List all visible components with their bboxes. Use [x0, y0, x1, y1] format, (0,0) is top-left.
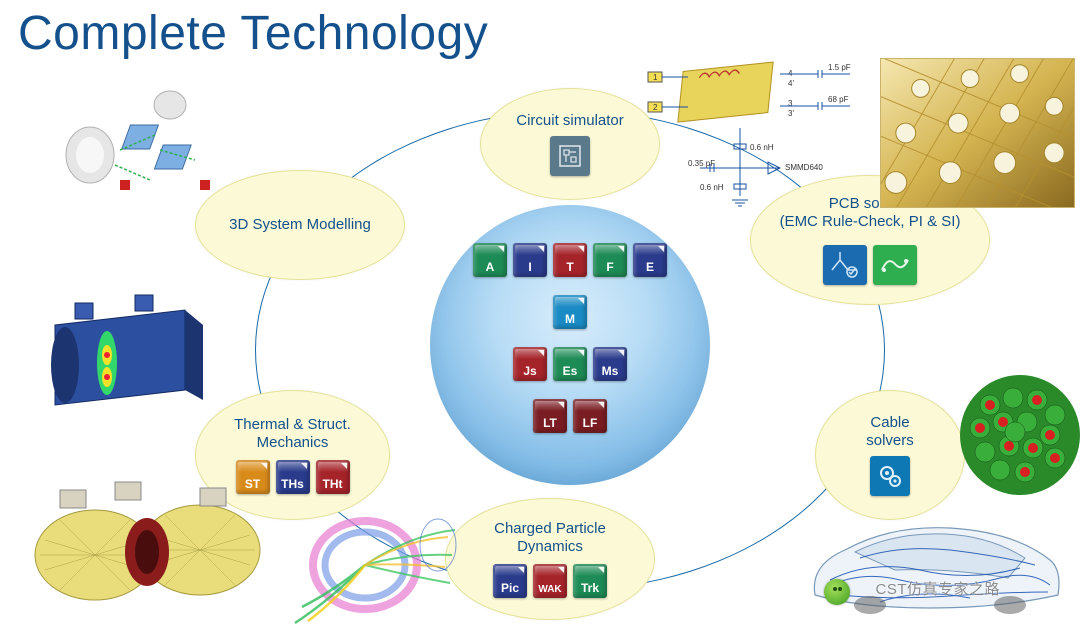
svg-text:SMMD640: SMMD640 [785, 163, 823, 172]
node-cable-title: Cable solvers [854, 414, 926, 450]
solver-icon-M: M [553, 295, 587, 329]
solver-icon-THs: THs [276, 460, 310, 494]
illus-cablesec [955, 370, 1080, 500]
illus-car [800, 510, 1070, 625]
center-row-3: Js Es Ms [513, 347, 627, 381]
illus-torus [290, 505, 460, 625]
node-cable: Cable solvers [815, 390, 965, 520]
solver-icon-A: A [473, 243, 507, 277]
center-row-1: A I T F E [473, 243, 667, 277]
center-row-4: LT LF [533, 399, 607, 433]
node-thermal-title: Thermal & Struct. Mechanics [222, 416, 363, 452]
solver-icon-Ms: Ms [593, 347, 627, 381]
solver-icon-WAK: WAK [533, 564, 567, 598]
solver-icon-Es: Es [553, 347, 587, 381]
page-title: Complete Technology [18, 6, 488, 61]
svg-text:0.6 nH: 0.6 nH [750, 143, 774, 152]
svg-text:2: 2 [653, 103, 658, 112]
illus-schematic: 1 2 44' 33' 1.5 pF 68 pF 0.6 nH 0.35 pF … [640, 58, 860, 238]
node-circuit-title: Circuit simulator [504, 112, 636, 130]
illus-mesh [25, 470, 270, 620]
center-row-2: M [553, 295, 587, 329]
svg-text:1: 1 [653, 73, 658, 82]
solver-icon-LT: LT [533, 399, 567, 433]
center-icons: A I T F E M Js Es Ms LT LF [430, 235, 710, 433]
solver-icon-F: F [593, 243, 627, 277]
solver-icon-E: E [633, 243, 667, 277]
svg-text:0.35 pF: 0.35 pF [688, 159, 715, 168]
solver-icon-THt: THt [316, 460, 350, 494]
cable-icon [870, 456, 910, 496]
node-modelling-title: 3D System Modelling [217, 216, 383, 234]
watermark-logo [824, 579, 850, 605]
particle-icon-row: Pic WAK Trk [493, 564, 607, 598]
solver-icon-Pic: Pic [493, 564, 527, 598]
illus-cavity [35, 285, 210, 425]
solver-icon-Js: Js [513, 347, 547, 381]
solver-icon-LF: LF [573, 399, 607, 433]
svg-text:3': 3' [788, 109, 794, 118]
solver-icon-Trk: Trk [573, 564, 607, 598]
watermark-text: CST仿真专家之路 [875, 578, 1000, 599]
solver-icon-T: T [553, 243, 587, 277]
node-particle-title: Charged Particle Dynamics [482, 520, 618, 556]
node-particle: Charged Particle Dynamics Pic WAK Trk [445, 498, 655, 620]
pcb-icon-1 [823, 245, 867, 285]
circuit-icon [550, 136, 590, 176]
pcb-icon-2 [873, 245, 917, 285]
pcb-icon-row [823, 239, 917, 285]
svg-text:3: 3 [788, 99, 793, 108]
svg-text:0.6 nH: 0.6 nH [700, 183, 724, 192]
svg-text:1.5 pF: 1.5 pF [828, 63, 851, 72]
solver-icon-I: I [513, 243, 547, 277]
svg-text:68 pF: 68 pF [828, 95, 849, 104]
illus-antenna [60, 85, 230, 205]
node-circuit: Circuit simulator [480, 88, 660, 200]
svg-text:4': 4' [788, 79, 794, 88]
illus-lattice [880, 58, 1075, 208]
